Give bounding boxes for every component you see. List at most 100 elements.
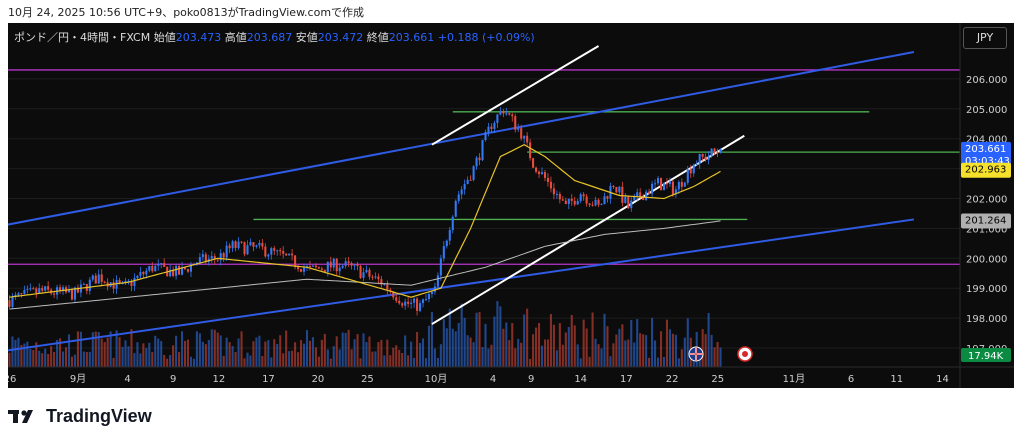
candle-body <box>398 300 401 304</box>
volume-bar <box>172 345 175 367</box>
volume-bar <box>466 335 469 367</box>
volume-bar <box>139 353 142 367</box>
volume-bar <box>424 358 428 367</box>
candle-body <box>496 114 499 123</box>
x-tick-label: 9月 <box>70 373 86 385</box>
volume-bar <box>427 325 431 367</box>
volume-bar <box>160 340 163 367</box>
volume-bar <box>261 355 264 367</box>
volume-tag: 17.94K <box>961 348 1011 362</box>
candle-body <box>118 280 121 284</box>
x-tick-label: 14 <box>936 374 949 385</box>
candle-body <box>44 286 47 291</box>
candle-body <box>350 262 353 266</box>
volume-bar <box>433 348 436 367</box>
candle-body <box>395 297 398 301</box>
volume-bar <box>481 347 484 367</box>
price-tag-text: 202.963 <box>965 165 1006 176</box>
volume-bar <box>210 329 213 367</box>
volume-bar <box>511 323 514 367</box>
brand[interactable]: TradingView <box>8 403 152 429</box>
candle-body <box>344 261 347 266</box>
volume-bar <box>430 311 433 367</box>
candle-body <box>326 261 329 273</box>
candle-body <box>124 280 127 284</box>
legend-symbol[interactable]: ポンド／円・4時間・FXCM <box>14 31 151 44</box>
candle-body <box>606 196 609 199</box>
grid-lines <box>8 78 960 349</box>
candle-body <box>487 126 490 133</box>
volume-bar <box>335 336 338 367</box>
legend-close-label: 終値 <box>366 31 389 44</box>
volume-bar <box>460 303 463 367</box>
volume-bar <box>59 338 62 367</box>
ema-tag: 202.963 <box>961 162 1011 178</box>
chart-panel[interactable]: 206.000205.000204.000203.000202.000201.0… <box>8 23 1014 388</box>
y-tick-label: 205.000 <box>966 105 1007 116</box>
volume-bar <box>204 344 207 367</box>
candle-body <box>73 287 76 300</box>
candle-body <box>713 148 716 152</box>
candle-body <box>368 269 371 277</box>
candle-body <box>201 254 204 258</box>
volume-bar <box>371 351 374 367</box>
volume-bar <box>508 340 511 367</box>
volume-bar <box>496 301 499 367</box>
volume-bar <box>582 319 585 367</box>
volume-bar <box>243 358 246 367</box>
candle-body <box>32 288 35 290</box>
volume-bar <box>154 335 157 367</box>
volume-bar <box>493 316 496 367</box>
x-tick-label: 25 <box>361 374 374 385</box>
x-tick-label: 4 <box>124 374 130 385</box>
candle-body <box>8 300 11 307</box>
volume-bar <box>436 357 439 367</box>
volume-bar <box>64 347 68 367</box>
volume-bar <box>686 318 689 367</box>
candle-body <box>377 276 380 280</box>
candle-body <box>362 272 365 278</box>
volume-bar <box>356 334 359 367</box>
candle-body <box>219 253 222 261</box>
candle-body <box>136 275 139 279</box>
volume-bar <box>305 330 309 367</box>
x-tick-label: 17 <box>262 374 275 385</box>
volume-bar <box>636 319 639 367</box>
candle-body <box>680 181 683 187</box>
x-tick-label: 10月 <box>425 373 448 385</box>
candle-body <box>26 289 29 291</box>
volume-bar <box>323 333 326 367</box>
volume-bar <box>502 328 505 367</box>
candle-body <box>460 189 463 195</box>
candle-body <box>416 298 419 311</box>
volume-bar <box>231 345 234 367</box>
y-tick-label: 200.000 <box>966 254 1007 265</box>
candle-body <box>210 256 213 259</box>
candle-body <box>246 245 249 255</box>
candle-body <box>383 283 386 285</box>
price-tag-text: 203.661 <box>965 144 1006 155</box>
candle-body <box>552 188 555 195</box>
legend-low-label: 安値 <box>295 31 318 44</box>
candle-body <box>472 166 475 180</box>
candle-body <box>258 242 261 246</box>
volume-bar <box>487 348 490 367</box>
volume-bar <box>633 342 636 367</box>
candle-body <box>597 199 600 205</box>
candle-body <box>273 248 276 251</box>
candle-body <box>329 261 332 268</box>
volume-bar <box>362 333 365 367</box>
price-chart[interactable]: 206.000205.000204.000203.000202.000201.0… <box>8 23 1014 388</box>
volume-bar <box>222 355 225 367</box>
volume-bar <box>67 334 71 367</box>
volume-bar <box>526 308 529 367</box>
sma-slow-line <box>9 220 721 310</box>
candle-body <box>356 264 359 267</box>
volume-bar <box>297 352 300 367</box>
volume-bar <box>73 354 76 367</box>
volume-bar <box>439 344 442 367</box>
candle-body <box>511 114 514 117</box>
currency-button[interactable]: JPY <box>963 27 1007 49</box>
volume-bar <box>198 333 201 367</box>
candle-body <box>677 181 680 190</box>
